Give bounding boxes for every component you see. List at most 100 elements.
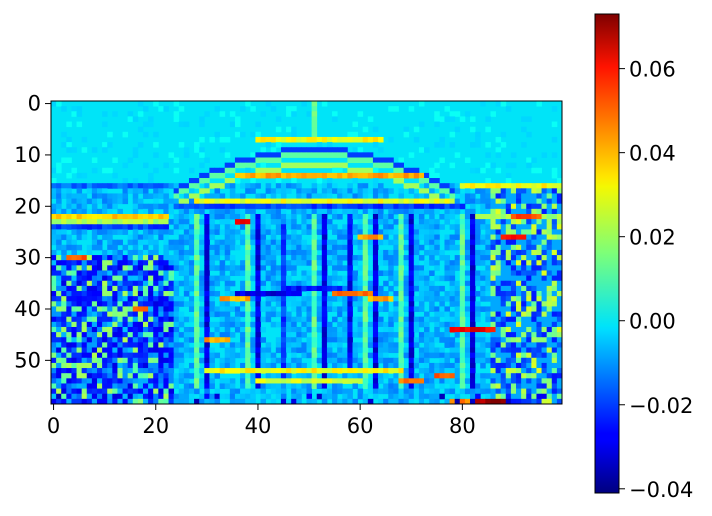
- heatmap-cell: [240, 285, 246, 292]
- heatmap-cell: [194, 291, 200, 297]
- heatmap-cell: [316, 172, 323, 179]
- heatmap-cell: [516, 301, 522, 307]
- heatmap-cell: [316, 393, 323, 400]
- heatmap-cell: [536, 352, 542, 359]
- heatmap-cell: [526, 265, 532, 271]
- heatmap-cell: [357, 373, 364, 379]
- heatmap-cell: [51, 167, 57, 174]
- heatmap-cell: [454, 285, 461, 292]
- heatmap-cell: [102, 368, 108, 374]
- heatmap-cell: [306, 311, 313, 318]
- heatmap-cell: [516, 337, 522, 343]
- heatmap-cell: [107, 229, 113, 235]
- heatmap-cell: [102, 316, 108, 323]
- heatmap-cell: [372, 188, 379, 194]
- heatmap-cell: [153, 332, 159, 338]
- heatmap-cell: [551, 362, 558, 369]
- heatmap-cell: [459, 255, 466, 261]
- heatmap-cell: [204, 321, 210, 328]
- heatmap-cell: [112, 291, 118, 297]
- heatmap-cell: [76, 368, 83, 374]
- heatmap-cell: [178, 352, 185, 359]
- heatmap-cell: [470, 213, 476, 220]
- heatmap-cell: [214, 198, 221, 205]
- heatmap-cell: [76, 208, 83, 215]
- heatmap-cell: [275, 388, 282, 395]
- heatmap-cell: [260, 291, 267, 297]
- heatmap-cell: [255, 352, 261, 359]
- heatmap-cell: [102, 291, 108, 297]
- heatmap-cell: [439, 203, 445, 210]
- heatmap-cell: [551, 337, 558, 343]
- heatmap-cell: [265, 306, 272, 312]
- heatmap-cell: [204, 393, 210, 400]
- heatmap-cell: [408, 291, 415, 297]
- heatmap-cell: [132, 116, 139, 122]
- heatmap-cell: [148, 172, 154, 179]
- heatmap-cell: [383, 270, 389, 277]
- heatmap-cell: [91, 270, 98, 277]
- heatmap-cell: [240, 342, 246, 348]
- heatmap-cell: [107, 337, 113, 343]
- heatmap-cell: [332, 368, 338, 374]
- heatmap-cell: [546, 213, 553, 220]
- heatmap-cell: [66, 357, 72, 364]
- heatmap-cell: [51, 321, 57, 328]
- heatmap-cell: [490, 368, 496, 374]
- heatmap-cell: [56, 162, 62, 169]
- heatmap-cell: [224, 229, 231, 235]
- heatmap-cell: [429, 332, 435, 338]
- heatmap-cell: [490, 332, 496, 338]
- heatmap-cell: [132, 183, 139, 189]
- heatmap-cell: [224, 326, 231, 333]
- heatmap-cell: [485, 244, 491, 251]
- heatmap-cell: [56, 198, 62, 205]
- heatmap-cell: [117, 342, 123, 348]
- heatmap-cell: [551, 244, 558, 251]
- heatmap-cell: [424, 172, 430, 179]
- heatmap-cell: [490, 373, 496, 379]
- heatmap-cell: [495, 101, 502, 107]
- heatmap-cell: [480, 398, 486, 404]
- heatmap-cell: [378, 368, 384, 374]
- heatmap-cell: [418, 357, 425, 364]
- heatmap-cell: [296, 152, 302, 158]
- heatmap-cell: [173, 229, 180, 235]
- heatmap-cell: [234, 270, 241, 277]
- heatmap-cell: [332, 183, 338, 189]
- heatmap-cell: [260, 270, 267, 277]
- heatmap-cell: [137, 301, 144, 307]
- heatmap-cell: [372, 326, 379, 333]
- heatmap-cell: [475, 244, 481, 251]
- heatmap-cell: [91, 265, 98, 271]
- heatmap-cell: [71, 332, 77, 338]
- heatmap-cell: [117, 275, 123, 282]
- heatmap-cell: [219, 203, 226, 210]
- heatmap-cell: [321, 244, 328, 251]
- heatmap-cell: [224, 275, 231, 282]
- heatmap-cell: [510, 229, 517, 235]
- heatmap-cell: [142, 219, 149, 225]
- heatmap-cell: [378, 162, 384, 169]
- heatmap-cell: [357, 357, 364, 364]
- heatmap-cell: [214, 398, 221, 404]
- heatmap-cell: [260, 224, 267, 230]
- heatmap-cell: [148, 368, 154, 374]
- heatmap-cell: [316, 301, 323, 307]
- heatmap-cell: [56, 285, 62, 292]
- heatmap-cell: [332, 280, 338, 287]
- heatmap-cell: [142, 106, 149, 112]
- heatmap-cell: [280, 398, 287, 404]
- heatmap-cell: [541, 332, 548, 338]
- heatmap-cell: [546, 352, 553, 359]
- heatmap-cell: [531, 167, 537, 174]
- heatmap-cell: [413, 388, 420, 395]
- heatmap-cell: [204, 368, 210, 374]
- heatmap-cell: [96, 198, 103, 205]
- heatmap-cell: [91, 316, 98, 323]
- heatmap-cell: [209, 183, 215, 189]
- heatmap-cell: [403, 306, 410, 312]
- heatmap-cell: [301, 342, 307, 348]
- heatmap-cell: [286, 337, 292, 343]
- heatmap-cell: [301, 198, 307, 205]
